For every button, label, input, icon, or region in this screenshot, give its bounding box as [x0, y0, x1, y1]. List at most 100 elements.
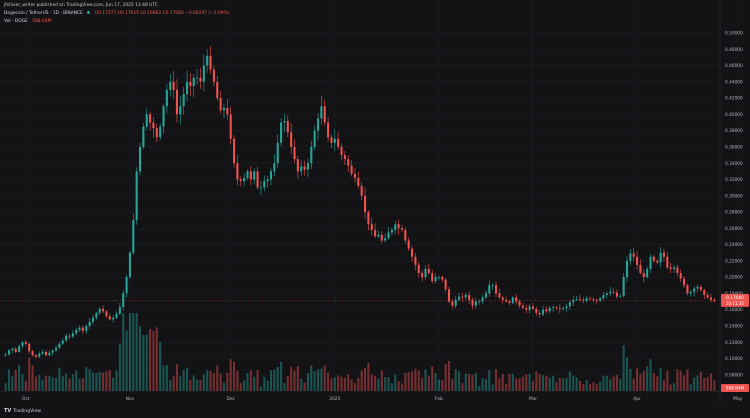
price-tick-label: 0.28000: [725, 210, 743, 216]
volume-bar: [545, 375, 548, 391]
volume-bar: [128, 313, 131, 391]
candle-body: [175, 89, 179, 115]
candle-body: [350, 165, 353, 174]
volume-bar: [451, 379, 454, 391]
candle-body: [531, 306, 535, 309]
candle-body: [61, 340, 64, 344]
volume-label: Vol · DOGE: [4, 19, 28, 24]
volume-bar: [693, 377, 696, 391]
volume-bar: [360, 370, 363, 391]
candle-body: [216, 81, 219, 99]
volume-bar: [589, 383, 592, 391]
candle-body: [417, 264, 420, 274]
volume-bar: [323, 365, 326, 391]
time-axis[interactable]: OctNovDec2025FebMarAprMayJun: [22, 396, 750, 402]
volume-bar: [595, 383, 598, 391]
candle-body: [515, 297, 518, 302]
volume-bar: [370, 374, 373, 391]
candle-body: [98, 308, 101, 313]
volume-bar: [11, 376, 14, 391]
candle-body: [491, 285, 494, 286]
volume-bar: [115, 370, 118, 391]
candle-body: [699, 286, 702, 291]
candle-body: [155, 128, 158, 138]
volume-bar: [575, 377, 578, 391]
volume-bar: [612, 376, 615, 391]
candle-body: [478, 301, 481, 303]
candle-body: [683, 278, 686, 286]
candle-body: [390, 229, 393, 233]
candle-body: [404, 229, 407, 241]
candle-body: [327, 122, 330, 138]
volume-bar: [108, 370, 111, 391]
candle-body: [649, 256, 652, 269]
volume-legend[interactable]: Vol · DOGE 588.64M: [4, 19, 54, 24]
candle-body: [182, 94, 185, 107]
volume-bar: [478, 386, 481, 391]
volume-bar: [535, 371, 538, 391]
volume-bar: [189, 379, 192, 391]
volume-bar: [464, 373, 467, 391]
candle-body: [108, 316, 111, 320]
candle-body: [202, 65, 205, 82]
candle-body: [494, 285, 498, 294]
volume-bar: [14, 369, 17, 391]
price-tick-label: 0.20000: [725, 275, 743, 281]
volume-bar: [639, 373, 642, 391]
candle-body: [622, 277, 625, 296]
volume-bar: [578, 380, 582, 391]
candle-body: [434, 277, 437, 282]
volume-bar: [481, 378, 484, 391]
volume-bar: [296, 366, 299, 391]
candle-body: [572, 299, 575, 303]
tradingview-logo[interactable]: 𝗧𝗩 TradingView: [4, 408, 41, 414]
volume-bar: [615, 374, 618, 391]
volume-bar: [31, 365, 34, 391]
candle-body: [172, 81, 175, 90]
volume-bar: [65, 373, 68, 391]
volume-bar: [24, 380, 27, 391]
price-tick-label: 0.34000: [725, 161, 743, 167]
candle-body: [377, 234, 380, 237]
candle-body: [703, 290, 706, 295]
price-tick-label: 0.16000: [725, 307, 743, 313]
candle-body: [290, 132, 293, 147]
volume-bar: [112, 377, 115, 391]
candle-body: [149, 114, 152, 123]
symbol-legend[interactable]: Dogecoin / TetherUS · 1D · BINANCE O0.17…: [4, 11, 232, 16]
volume-bar: [142, 335, 145, 391]
candle-body: [578, 299, 582, 300]
volume-bar: [427, 375, 430, 391]
candle-body: [280, 122, 283, 143]
candle-body: [568, 302, 571, 307]
volume-bar: [226, 372, 229, 391]
candle-body: [387, 232, 390, 239]
candle-body: [696, 286, 699, 289]
volume-bar: [118, 343, 121, 391]
candle-body: [609, 291, 612, 294]
volume-bar: [152, 330, 155, 391]
candle-body: [125, 277, 128, 294]
volume-bar: [656, 376, 659, 391]
volume-bar: [622, 345, 625, 391]
candle-body: [310, 146, 313, 164]
candle-body: [300, 166, 303, 172]
candle-body: [102, 308, 105, 312]
candle-body: [78, 327, 81, 330]
volume-bar: [709, 373, 713, 391]
candle-body: [320, 106, 323, 119]
candle-body: [501, 297, 504, 300]
candle-body: [14, 348, 17, 352]
volume-bar: [229, 359, 232, 391]
price-tick-label: 0.26000: [725, 226, 743, 232]
price-tick-label: 0.46000: [725, 63, 743, 69]
candle-body: [212, 69, 215, 82]
candle-body: [313, 130, 316, 147]
candle-body: [162, 106, 165, 127]
volume-bar: [474, 373, 477, 391]
volume-bar: [48, 375, 51, 391]
candle-body: [115, 313, 118, 318]
candle-body: [229, 114, 232, 139]
volume-bar: [411, 371, 414, 391]
